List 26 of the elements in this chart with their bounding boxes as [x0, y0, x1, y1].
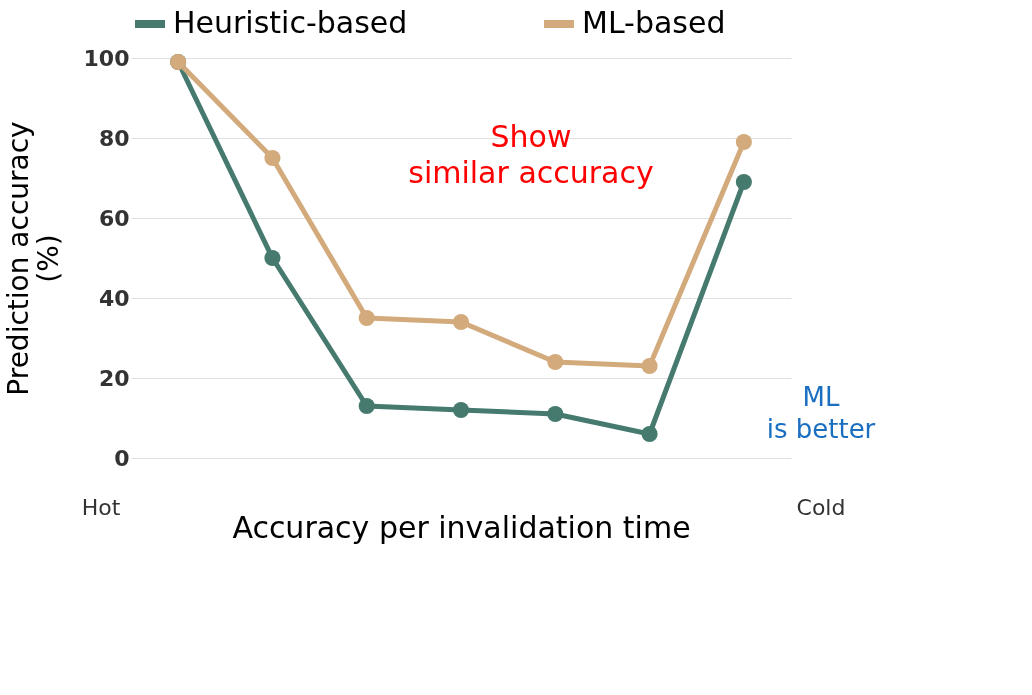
point: [641, 425, 658, 443]
point: [358, 309, 375, 327]
y-tick-label: 20: [98, 365, 130, 391]
point: [358, 397, 375, 415]
y-tick-label: 40: [98, 285, 130, 311]
legend-label: Heuristic-based: [173, 5, 408, 40]
point: [641, 357, 658, 375]
text: Hot: [81, 495, 121, 520]
y-tick-label: 0: [114, 445, 130, 471]
point: [452, 313, 470, 331]
text: Cold: [796, 495, 846, 520]
y-tick-label: 80: [98, 125, 130, 151]
point: [264, 249, 281, 267]
annotation: Show similar accuracy: [408, 119, 654, 190]
point: [547, 353, 564, 371]
point: [735, 173, 752, 191]
point: [735, 133, 752, 151]
y-axis-title: Prediction accuracy (%): [1, 121, 65, 396]
point: [452, 401, 470, 419]
point: [547, 405, 564, 423]
y-tick-label: 100: [83, 45, 130, 71]
x-axis-title: Accuracy per invalidation time: [232, 509, 691, 545]
point: [264, 149, 281, 167]
annotation: ML is better: [766, 382, 876, 444]
y-tick-label: 60: [98, 205, 130, 231]
legend-label: ML-based: [582, 5, 726, 40]
